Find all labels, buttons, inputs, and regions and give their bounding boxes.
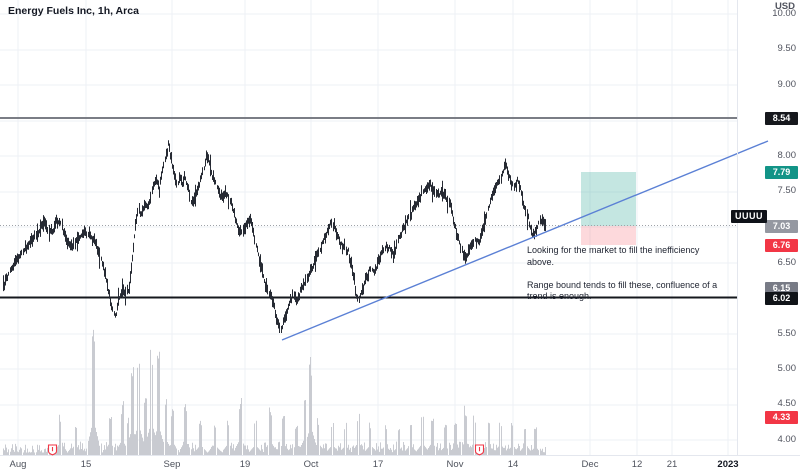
idea-annotation-text: Looking for the market to fill the ineff… [527,245,718,301]
inefficiency-zone-pink[interactable] [581,226,636,245]
time-tick-label-Aug: Aug [9,459,27,470]
price-badge-7.79: 7.79 [765,165,798,179]
price-tick-label: 4.00 [777,434,797,445]
price-badge-8.54: 8.54 [765,111,798,125]
earnings-flag-icon[interactable] [474,443,485,456]
time-tick-label-17: 17 [372,459,384,470]
trendline-drawing[interactable] [281,140,769,341]
currency-label: USD [774,1,795,12]
price-badge-7.03: 7.03 [765,219,798,233]
symbol-price-badge: UUUU [731,209,767,223]
time-tick-label-Oct: Oct [303,459,319,470]
time-axis[interactable]: Aug 15 Sep 19 Oct 17 Nov 14 Dec 12 21 2023 [0,455,800,472]
chart-legend-title[interactable]: Energy Fuels Inc, 1h, Arca [8,5,139,17]
price-tick-label: 6.50 [777,257,797,268]
price-badge-6.02: 6.02 [765,291,798,305]
earnings-flag-icon[interactable] [47,443,58,456]
time-tick-label-15: 15 [80,459,92,470]
price-tick-label: 4.50 [777,398,797,409]
time-tick-label-21: 21 [666,459,678,470]
price-badge-6.15: 6.15 [765,281,798,295]
time-tick-label-2023: 2023 [717,459,739,470]
price-tick-label: 8.00 [777,150,797,161]
price-badge-4.33: 4.33 [765,410,798,424]
price-badge-6.76: 6.76 [765,238,798,252]
price-tick-label: 5.00 [777,363,797,374]
price-tick-label: 7.50 [777,185,797,196]
price-tick-label: 10.00 [772,8,796,19]
time-tick-label-19: 19 [239,459,251,470]
price-axis[interactable]: USD 10.00 9.50 9.00 8.00 7.50 6.50 5.50 5.00 4.5… [731,0,800,456]
time-tick-label-Nov: Nov [446,459,464,470]
time-tick-label-Sep: Sep [163,459,181,470]
price-tick-label: 9.50 [777,43,797,54]
price-tick-label: 9.00 [777,79,797,90]
volume-bars-layer [3,329,546,455]
time-tick-label-12: 12 [631,459,643,470]
time-tick-label-14: 14 [507,459,519,470]
price-tick-label: 5.50 [777,328,797,339]
time-tick-label-Dec: Dec [581,459,599,470]
candles-layer[interactable] [3,140,546,333]
